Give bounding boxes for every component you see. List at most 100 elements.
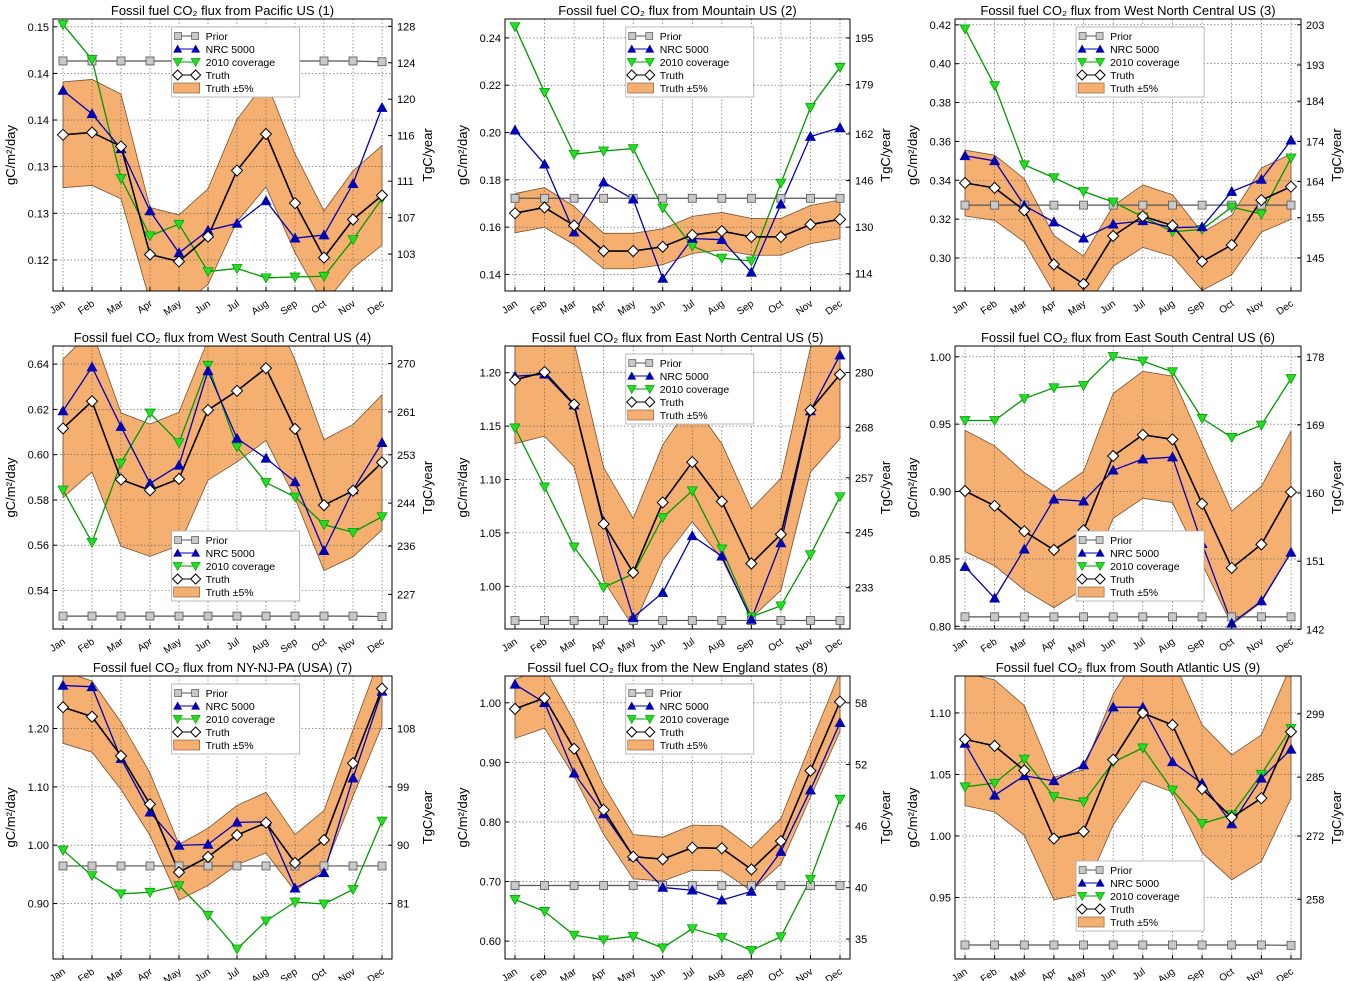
truth-point <box>1077 825 1090 838</box>
y-tick-label: 0.14 <box>28 115 49 127</box>
coverage-point <box>538 907 551 918</box>
legend-coverage-marker <box>626 715 637 725</box>
truth-point <box>958 176 972 190</box>
y2-tick-label: 81 <box>397 899 409 911</box>
legend-coverage-marker <box>644 385 655 395</box>
y2-tick-label: 155 <box>1306 213 1324 225</box>
coverage-point <box>1137 743 1149 754</box>
legend-nrc-marker <box>1095 878 1105 887</box>
legend-coverage-marker <box>626 385 637 395</box>
truth-line <box>964 712 1292 840</box>
coverage-point <box>86 871 98 882</box>
truth-point <box>1136 706 1150 720</box>
x-tick-label: Mar <box>105 636 126 655</box>
truth-point <box>346 213 360 226</box>
legend-label: 2010 coverage <box>660 714 730 726</box>
y-tick-label: 1.00 <box>930 352 951 364</box>
nrc-point <box>202 365 214 376</box>
legend-label: Truth ±5% <box>660 83 708 95</box>
y2-tick-label: 128 <box>397 21 415 33</box>
legend-label: Prior <box>1110 865 1133 877</box>
legend-coverage-marker <box>190 715 201 725</box>
prior-point <box>658 616 668 625</box>
y-tick-label: 1.05 <box>930 769 951 781</box>
prior-point <box>1168 612 1177 622</box>
truth-point <box>1195 497 1209 511</box>
nrc-line <box>964 456 1292 625</box>
nrc-point <box>775 537 787 548</box>
truth-band-area <box>62 79 383 291</box>
truth-line <box>514 697 841 871</box>
y2-tick-label: 236 <box>397 541 415 553</box>
prior-point <box>990 940 1000 950</box>
x-tick-label: Aug <box>706 636 727 655</box>
truth-point <box>259 127 273 141</box>
truth-point <box>508 702 522 716</box>
coverage-point <box>115 458 127 469</box>
coverage-point <box>627 932 639 943</box>
truth-point <box>567 742 581 755</box>
y2-tick-label: 116 <box>397 131 415 143</box>
legend-label: Truth <box>206 574 230 586</box>
y-tick-label: 1.10 <box>28 782 49 794</box>
x-tick-label: Nov <box>337 966 358 981</box>
nrc-point <box>173 839 185 850</box>
prior-point <box>116 611 126 621</box>
prior-point <box>203 611 213 621</box>
coverage-point <box>959 24 971 35</box>
nrc-point <box>834 122 846 133</box>
chart-title: Fossil fuel CO₂ flux from Pacific US (1) <box>111 3 334 18</box>
coverage-point <box>260 916 272 927</box>
truth-point <box>317 498 331 512</box>
y2-tick-label: 52 <box>855 759 867 771</box>
legend-label: Truth <box>1110 574 1134 586</box>
truth-point <box>56 701 70 714</box>
legend-label: Truth ±5% <box>206 740 254 752</box>
x-tick-label: Nov <box>337 636 358 655</box>
prior-point <box>261 611 271 621</box>
coverage-point <box>509 22 521 33</box>
truth-point <box>1255 193 1268 207</box>
coverage-point <box>775 932 787 943</box>
x-tick-label: May <box>162 298 184 318</box>
legend-prior-marker <box>628 32 637 40</box>
x-tick-label: Jan <box>48 298 68 316</box>
y2-tick-label: 299 <box>1306 709 1324 721</box>
legend-band-swatch <box>627 739 655 751</box>
x-tick-label: Feb <box>979 636 1000 655</box>
nrc-point <box>598 176 610 187</box>
x-tick-label: Aug <box>706 966 727 981</box>
legend-coverage-marker <box>1077 562 1088 572</box>
truth-point <box>1047 543 1061 557</box>
truth-point <box>715 842 729 855</box>
chart-panel-8: Fossil fuel CO₂ flux from the New Englan… <box>455 660 893 981</box>
y2-axis-label: TgC/year <box>878 790 893 844</box>
x-tick-label: Jun <box>1098 298 1118 316</box>
legend-prior-marker <box>1095 32 1104 40</box>
x-tick-label: Jul <box>1131 298 1148 314</box>
y2-tick-label: 169 <box>1306 420 1324 432</box>
coverage-point <box>598 146 610 157</box>
nrc-point <box>1226 185 1238 196</box>
truth-point <box>288 856 302 870</box>
x-tick-label: Sep <box>1186 636 1207 655</box>
legend-label: Prior <box>206 31 229 43</box>
y2-axis-label: TgC/year <box>878 128 893 182</box>
legend-label: Prior <box>1110 31 1133 43</box>
prior-point <box>960 612 970 622</box>
coverage-point <box>1137 356 1149 367</box>
legend-prior-marker <box>191 32 199 40</box>
x-tick-label: Sep <box>735 298 756 317</box>
y2-tick-label: 130 <box>855 222 873 234</box>
truth-point <box>804 764 817 777</box>
truth-point <box>508 373 522 387</box>
truth-point <box>538 365 551 379</box>
nrc-point <box>745 613 757 624</box>
y2-tick-label: 142 <box>1306 624 1324 636</box>
series-group <box>56 679 389 955</box>
nrc-point <box>1078 495 1090 506</box>
y2-tick-label: 120 <box>397 94 415 106</box>
coverage-point <box>86 55 98 66</box>
y2-tick-label: 245 <box>855 528 873 540</box>
